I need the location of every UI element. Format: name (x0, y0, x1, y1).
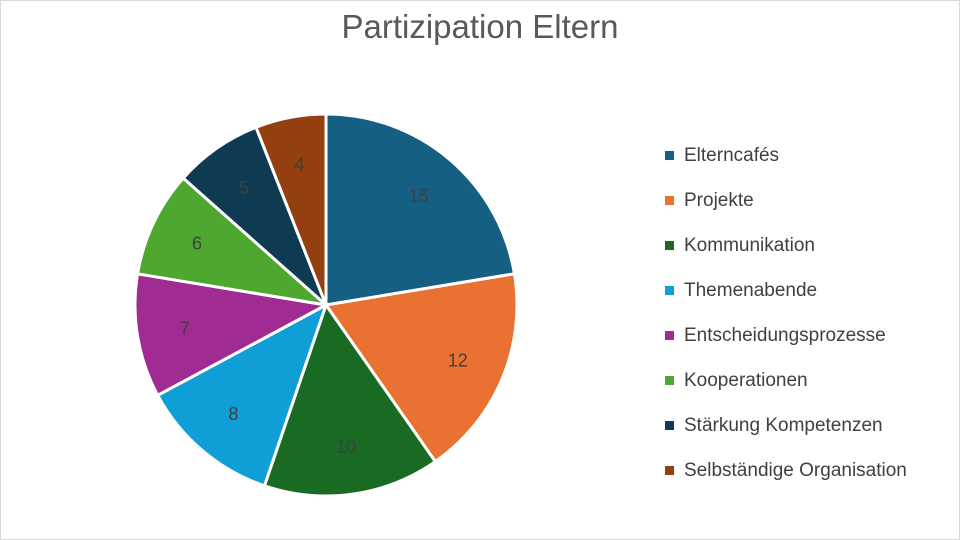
pie-slice-2 (324, 272, 519, 464)
legend-label: Projekte (684, 189, 754, 211)
legend-swatch (665, 466, 674, 475)
chart-legend: Elterncafés Projekte Kommunikation Themenab… (665, 133, 907, 493)
legend-label: Elterncafés (684, 144, 780, 166)
legend-swatch (665, 331, 674, 340)
data-label-3: 10 (336, 437, 356, 457)
pie-slice-6 (136, 176, 328, 307)
legend-label: Kooperationen (684, 369, 808, 391)
pie-slice-4 (156, 303, 328, 488)
legend-label: Stärkung Kompetenzen (684, 414, 883, 436)
legend-label: Entscheidungsprozesse (684, 324, 886, 346)
legend-swatch (665, 196, 674, 205)
pie-slice-5 (133, 272, 328, 397)
data-label-6: 6 (192, 233, 202, 253)
legend-item-8: Selbständige Organisation (665, 448, 907, 493)
data-label-5: 7 (180, 318, 190, 338)
data-label-7: 5 (239, 178, 249, 198)
data-label-1: 15 (408, 186, 428, 206)
pie-slice-3 (262, 303, 437, 498)
legend-label: Themenabende (684, 279, 818, 301)
legend-item-1: Elterncafés (665, 133, 907, 178)
legend-swatch (665, 241, 674, 250)
legend-item-4: Themenabende (665, 268, 907, 313)
pie-slice-8 (254, 112, 328, 307)
legend-swatch (665, 151, 674, 160)
legend-label: Selbständige Organisation (684, 459, 907, 481)
data-label-2: 12 (448, 350, 468, 370)
legend-swatch (665, 421, 674, 430)
data-label-8: 4 (294, 155, 304, 175)
legend-swatch (665, 376, 674, 385)
chart-title: Partizipation Eltern (341, 8, 619, 45)
pie-slice-1 (324, 112, 516, 307)
data-label-4: 8 (229, 404, 239, 424)
legend-item-6: Kooperationen (665, 358, 907, 403)
legend-swatch (665, 286, 674, 295)
legend-item-2: Projekte (665, 178, 907, 223)
legend-label: Kommunikation (684, 234, 815, 256)
legend-item-7: Stärkung Kompetenzen (665, 403, 907, 448)
legend-item-3: Kommunikation (665, 223, 907, 268)
legend-item-5: Entscheidungsprozesse (665, 313, 907, 358)
